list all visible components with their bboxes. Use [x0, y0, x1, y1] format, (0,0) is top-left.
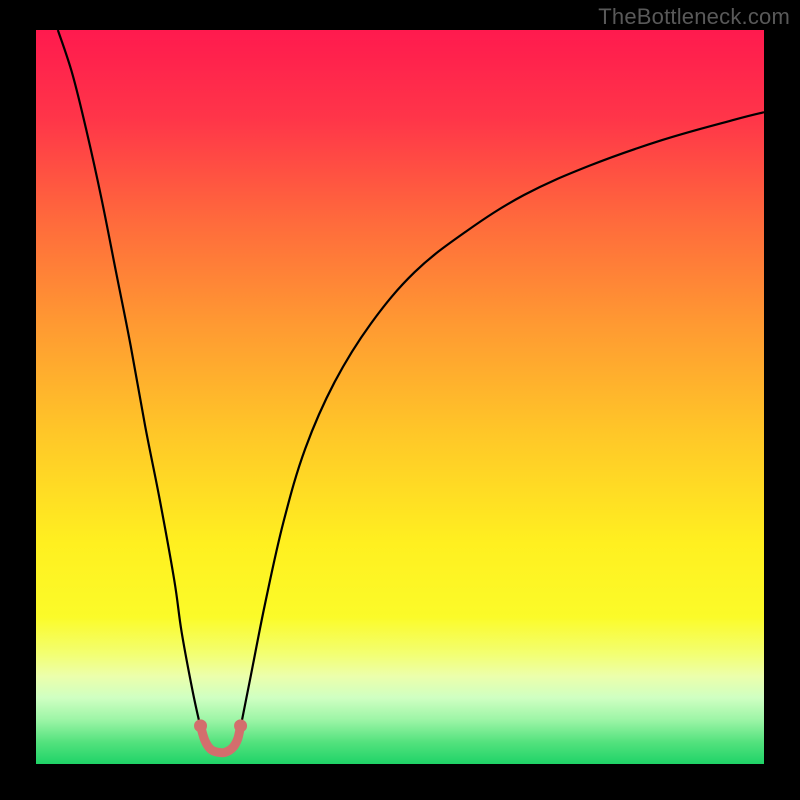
valley-end-dot-0 [194, 719, 207, 732]
valley-marker [201, 726, 241, 753]
watermark-text: TheBottleneck.com [598, 4, 790, 30]
valley-end-dot-1 [234, 719, 247, 732]
chart-container: TheBottleneck.com [0, 0, 800, 800]
curve-left [58, 30, 201, 727]
curve-right [241, 112, 764, 727]
plot-area [36, 30, 764, 764]
curve-layer [36, 30, 764, 764]
